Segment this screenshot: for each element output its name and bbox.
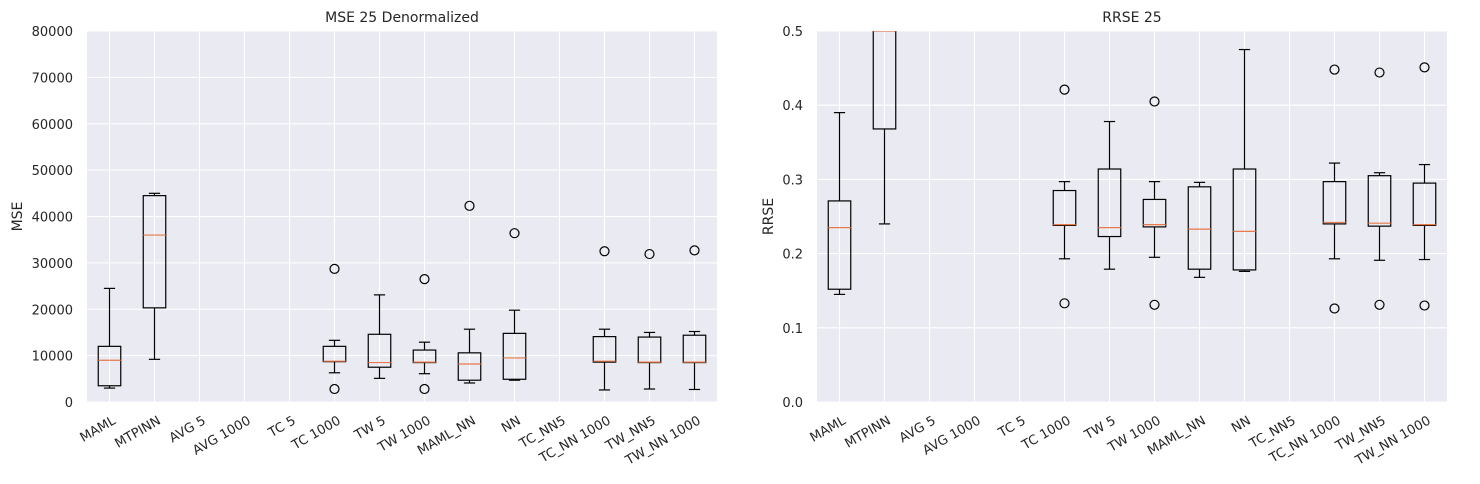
- mse-outlier-point: [419, 383, 430, 395]
- mse-outlier-point: [464, 200, 475, 211]
- mse-outlier-point: [329, 383, 340, 395]
- rrse-outlier-point: [1329, 64, 1340, 75]
- rrse-chart-title: RRSE 25: [1102, 10, 1161, 26]
- rrse-box: [1052, 189, 1077, 227]
- rrse-y-tick-label: 0.5: [782, 25, 803, 40]
- rrse-box: [1322, 181, 1347, 225]
- mse-chart-panel: 0 10000 20000 30000 40000 50000 60000 70000 8000…: [10, 10, 717, 469]
- mse-outlier-point: [509, 228, 520, 239]
- mse-outlier-point: [329, 263, 340, 275]
- mse-x-tick-label: NN: [499, 413, 523, 436]
- rrse-box: [1187, 186, 1212, 270]
- rrse-x-tick-label: TW_NN 1000: [1352, 413, 1433, 468]
- rrse-box: [872, 31, 897, 130]
- mse-outlier-point: [644, 248, 655, 260]
- mse-y-tick-label: 10000: [32, 350, 73, 365]
- rrse-outlier-point: [1374, 67, 1385, 78]
- rrse-y-axis-label: RRSE: [761, 198, 777, 235]
- rrse-y-tick-label: 0.1: [782, 322, 803, 337]
- mse-x-tick-label: TW_NN 1000: [622, 413, 703, 468]
- mse-chart-title: MSE 25 Denormalized: [325, 10, 479, 26]
- mse-y-tick-label: 0: [65, 396, 73, 411]
- mse-outlier-point: [419, 274, 430, 285]
- rrse-y-tick-label: 0.2: [782, 248, 803, 263]
- mse-box: [142, 195, 167, 309]
- mse-y-tick-label: 80000: [32, 25, 73, 40]
- rrse-x-tick-label: NN: [1229, 413, 1253, 436]
- rrse-outlier-point: [1329, 303, 1340, 314]
- mse-x-tick-label: TC 1000: [289, 413, 344, 453]
- rrse-box: [1142, 198, 1167, 228]
- mse-box: [502, 332, 527, 380]
- mse-y-tick-label: 30000: [32, 257, 73, 272]
- rrse-plot-area: [817, 31, 1447, 402]
- rrse-outlier-point: [1374, 299, 1385, 310]
- rrse-box: [1097, 168, 1122, 238]
- rrse-outlier-point: [1149, 96, 1160, 107]
- mse-x-tick-label: MTPINN: [112, 413, 163, 451]
- rrse-y-tick-label: 0.4: [782, 99, 803, 114]
- mse-box: [367, 333, 392, 368]
- mse-y-tick-label: 60000: [32, 118, 73, 133]
- rrse-box: [1367, 175, 1392, 227]
- mse-box: [97, 345, 122, 387]
- rrse-y-tick-label: 0.3: [782, 173, 803, 188]
- rrse-outlier-point: [1419, 300, 1430, 311]
- mse-y-axis-label: MSE: [10, 202, 26, 232]
- rrse-box: [1412, 182, 1437, 227]
- mse-boxes: [97, 192, 707, 395]
- mse-box: [457, 352, 482, 381]
- rrse-outlier-point: [1059, 84, 1070, 95]
- mse-y-tick-label: 50000: [32, 164, 73, 179]
- mse-box: [592, 336, 617, 363]
- rrse-outlier-point: [1059, 298, 1070, 309]
- rrse-outlier-point: [1149, 299, 1160, 310]
- mse-outlier-point: [689, 245, 700, 256]
- mse-outlier-point: [599, 246, 610, 257]
- rrse-outlier-point: [1419, 62, 1430, 73]
- rrse-x-tick-label: MTPINN: [842, 413, 893, 451]
- rrse-boxes: [827, 31, 1437, 314]
- rrse-x-tick-label: TC 1000: [1019, 413, 1074, 453]
- mse-y-tick-label: 70000: [32, 71, 73, 86]
- rrse-box: [827, 200, 852, 290]
- mse-y-tick-label: 40000: [32, 211, 73, 226]
- mse-y-tick-label: 20000: [32, 303, 73, 318]
- rrse-y-tick-label: 0.0: [782, 396, 803, 411]
- rrse-box: [1232, 168, 1257, 271]
